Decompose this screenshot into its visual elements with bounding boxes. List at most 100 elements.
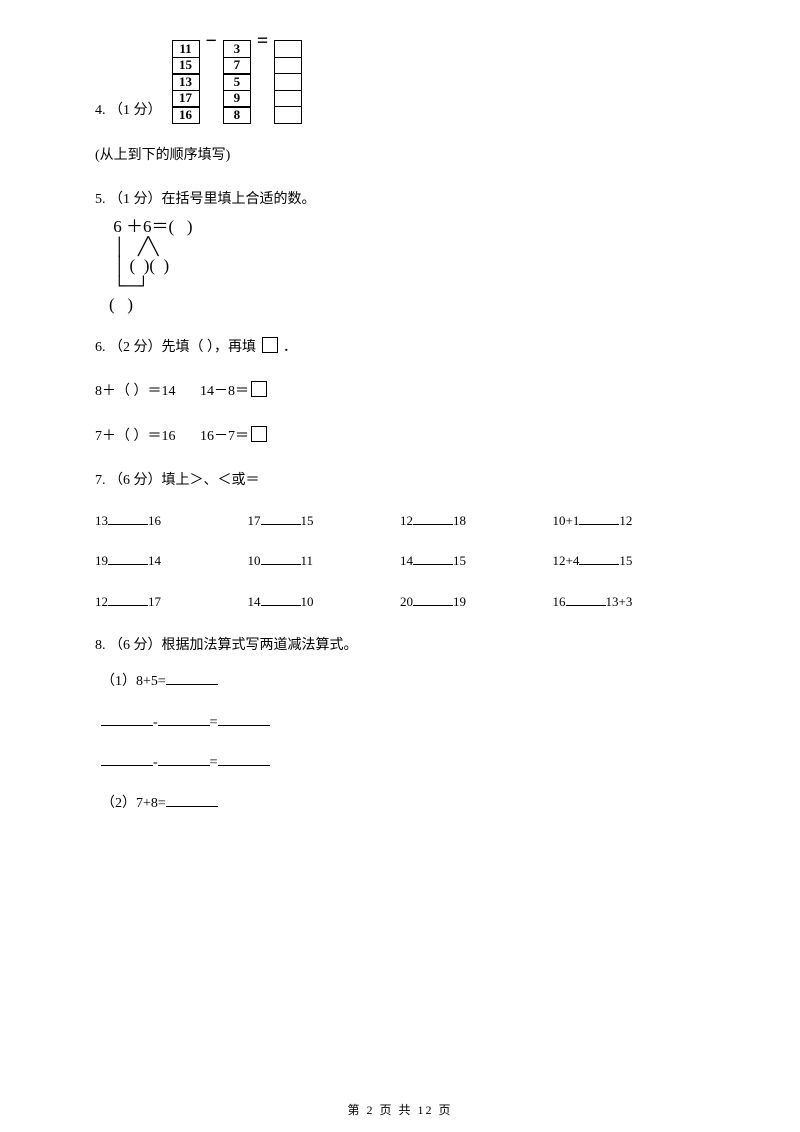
comp-a: 10 bbox=[248, 553, 261, 568]
q4-prefix: 4. （1 分） bbox=[95, 100, 162, 122]
answer-blank[interactable] bbox=[166, 793, 218, 807]
q7-label: 7. （6 分）填上＞、＜或＝ bbox=[95, 470, 705, 492]
q8-s2-label: （2）7+8= bbox=[101, 796, 166, 811]
q4-c3-4[interactable] bbox=[274, 106, 302, 124]
answer-blank[interactable] bbox=[158, 712, 210, 726]
q7-grid: 1316 1715 1218 10+112 1914 1011 1415 12+… bbox=[95, 511, 705, 613]
q7-2-0: 1217 bbox=[95, 592, 248, 613]
comp-blank[interactable] bbox=[261, 551, 301, 565]
comp-blank[interactable] bbox=[579, 511, 619, 525]
q7-0-0: 1316 bbox=[95, 511, 248, 532]
q4-c1-4: 16 bbox=[172, 106, 200, 124]
comp-blank[interactable] bbox=[413, 511, 453, 525]
answer-box[interactable] bbox=[251, 381, 267, 397]
comp-blank[interactable] bbox=[261, 511, 301, 525]
q4-note: (从上到下的顺序填写) bbox=[95, 145, 705, 167]
q4-diagram: 11 15 13 17 16 − 3 7 5 9 8 = bbox=[172, 40, 303, 123]
comp-b: 16 bbox=[148, 513, 161, 528]
q5-r1: 6 ＋6＝( ) bbox=[109, 217, 705, 237]
comp-b: 10 bbox=[301, 594, 314, 609]
q4-c3-2[interactable] bbox=[274, 73, 302, 91]
answer-blank[interactable] bbox=[101, 752, 153, 766]
q4-c2-4: 8 bbox=[223, 106, 251, 124]
comp-blank[interactable] bbox=[566, 592, 606, 606]
q7-2-1: 14 10 bbox=[248, 592, 401, 613]
comp-b: 11 bbox=[301, 553, 314, 568]
question-4: 4. （1 分） 11 15 13 17 16 − 3 7 5 9 8 = bbox=[95, 40, 705, 123]
comp-blank[interactable] bbox=[108, 551, 148, 565]
q5-diagram: 6 ＋6＝( ) │ ╱╲ │ ( )( ) └─┘ ( ) bbox=[109, 217, 705, 315]
q8-sub1: （1）8+5= -= -= （2）7+8= bbox=[101, 671, 705, 815]
q7-2-2: 2019 bbox=[400, 592, 553, 613]
answer-blank[interactable] bbox=[166, 671, 218, 685]
q7-1-0: 1914 bbox=[95, 551, 248, 572]
q8-s1-eq2: -= bbox=[101, 752, 705, 774]
q7-0-3: 10+1 12 bbox=[553, 511, 706, 532]
equals-sign: = bbox=[251, 25, 274, 57]
q6-r1a: 8＋（ ）＝14 bbox=[95, 384, 176, 399]
q6-r1b: 14－8＝ bbox=[200, 384, 249, 399]
q7-row-0: 1316 1715 1218 10+112 bbox=[95, 511, 705, 532]
comp-a: 14 bbox=[400, 553, 413, 568]
comp-a: 10+1 bbox=[553, 513, 580, 528]
q7-0-2: 12 18 bbox=[400, 511, 553, 532]
comp-a: 14 bbox=[248, 594, 261, 609]
answer-box[interactable] bbox=[251, 426, 267, 442]
box-icon bbox=[262, 337, 278, 353]
q6-r2a: 7＋（ ）＝16 bbox=[95, 429, 176, 444]
question-6: 6. （2 分）先填（ ），再填 ． bbox=[95, 337, 705, 359]
comp-b: 18 bbox=[453, 513, 466, 528]
q4-c3-3[interactable] bbox=[274, 90, 302, 108]
minus-sign: − bbox=[200, 25, 223, 57]
comp-a: 12 bbox=[400, 513, 413, 528]
q8-s1-eq1: -= bbox=[101, 712, 705, 734]
comp-blank[interactable] bbox=[108, 592, 148, 606]
comp-b: 15 bbox=[453, 553, 466, 568]
q8-s1: （1）8+5= bbox=[101, 671, 705, 693]
q4-col2: 3 7 5 9 8 bbox=[223, 40, 251, 123]
comp-b: 13+3 bbox=[606, 594, 633, 609]
comp-blank[interactable] bbox=[413, 551, 453, 565]
q5-r4: └─┘ bbox=[109, 276, 705, 296]
q4-c3-1[interactable] bbox=[274, 57, 302, 75]
question-8: 8. （6 分）根据加法算式写两道减法算式。 （1）8+5= -= -= （2）… bbox=[95, 635, 705, 815]
comp-b: 15 bbox=[301, 513, 314, 528]
q8-s2: （2）7+8= bbox=[101, 793, 705, 815]
comp-blank[interactable] bbox=[413, 592, 453, 606]
q4-row: 4. （1 分） 11 15 13 17 16 − 3 7 5 9 8 = bbox=[95, 40, 705, 123]
q6-row2: 7＋（ ）＝16 16－7＝ bbox=[95, 426, 705, 448]
comp-a: 12+4 bbox=[553, 553, 580, 568]
q4-c3-0[interactable] bbox=[274, 40, 302, 58]
comp-b: 14 bbox=[148, 553, 161, 568]
q7-1-3: 12+4 15 bbox=[553, 551, 706, 572]
q7-row-1: 1914 1011 1415 12+415 bbox=[95, 551, 705, 572]
q6-row1: 8＋（ ）＝14 14－8＝ bbox=[95, 381, 705, 403]
q6-label-b: ． bbox=[280, 340, 298, 355]
q4-col1: 11 15 13 17 16 bbox=[172, 40, 200, 123]
question-7: 7. （6 分）填上＞、＜或＝ 1316 1715 1218 10+112 19… bbox=[95, 470, 705, 613]
q7-2-3: 1613+3 bbox=[553, 592, 706, 613]
comp-b: 15 bbox=[619, 553, 632, 568]
question-5: 5. （1 分）在括号里填上合适的数。 6 ＋6＝( ) │ ╱╲ │ ( )(… bbox=[95, 189, 705, 315]
q5-r2: │ ╱╲ bbox=[109, 237, 705, 257]
comp-a: 19 bbox=[95, 553, 108, 568]
comp-blank[interactable] bbox=[579, 551, 619, 565]
comp-b: 12 bbox=[619, 513, 632, 528]
q4-col3 bbox=[274, 40, 302, 123]
answer-blank[interactable] bbox=[101, 712, 153, 726]
q7-0-1: 1715 bbox=[248, 511, 401, 532]
q8-s1-label: （1）8+5= bbox=[101, 674, 166, 689]
answer-blank[interactable] bbox=[158, 752, 210, 766]
page-footer: 第 2 页 共 12 页 bbox=[0, 1101, 800, 1118]
comp-a: 20 bbox=[400, 594, 413, 609]
q5-label: 5. （1 分）在括号里填上合适的数。 bbox=[95, 189, 705, 211]
comp-a: 17 bbox=[248, 513, 261, 528]
comp-blank[interactable] bbox=[261, 592, 301, 606]
q8-label: 8. （6 分）根据加法算式写两道减法算式。 bbox=[95, 635, 705, 657]
q7-1-2: 14 15 bbox=[400, 551, 553, 572]
answer-blank[interactable] bbox=[218, 752, 270, 766]
q6-r2b: 16－7＝ bbox=[200, 429, 249, 444]
answer-blank[interactable] bbox=[218, 712, 270, 726]
comp-blank[interactable] bbox=[108, 511, 148, 525]
q7-row-2: 1217 14 10 2019 1613+3 bbox=[95, 592, 705, 613]
